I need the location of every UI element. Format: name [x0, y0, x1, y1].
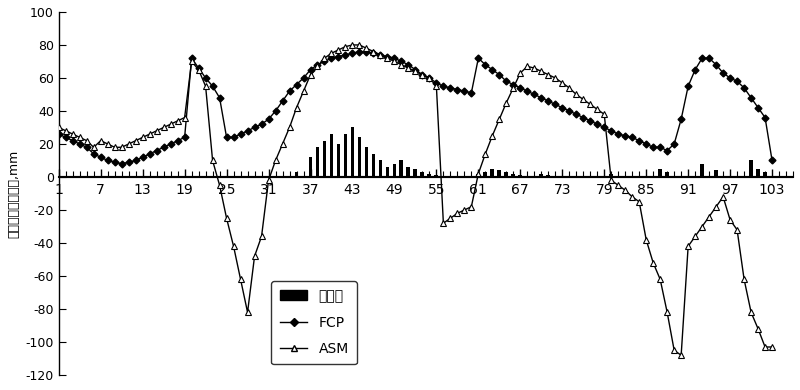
Bar	[539, 174, 543, 177]
Bar	[498, 170, 502, 177]
Bar	[309, 157, 313, 177]
Bar	[358, 137, 362, 177]
Bar	[763, 172, 767, 177]
Bar	[427, 174, 431, 177]
Bar	[658, 169, 662, 177]
ASM	[698, 224, 707, 229]
Bar	[610, 174, 613, 177]
Bar	[315, 147, 319, 177]
Bar	[666, 172, 669, 177]
Bar	[406, 167, 410, 177]
Bar	[504, 172, 508, 177]
Bar	[546, 176, 550, 177]
Bar	[511, 174, 515, 177]
ASM	[676, 353, 686, 358]
ASM	[348, 43, 358, 47]
FCP	[54, 132, 63, 136]
Bar	[294, 172, 298, 177]
ASM	[250, 254, 259, 259]
ASM	[732, 227, 742, 232]
Legend: 降雨量, FCP, ASM: 降雨量, FCP, ASM	[271, 281, 357, 365]
Bar	[756, 169, 760, 177]
Bar	[330, 134, 334, 177]
ASM	[54, 125, 63, 130]
Bar	[414, 169, 418, 177]
Bar	[378, 161, 382, 177]
Bar	[518, 176, 522, 177]
FCP	[481, 62, 490, 67]
Bar	[434, 176, 438, 177]
ASM	[718, 195, 728, 199]
FCP	[257, 122, 266, 126]
Bar	[322, 141, 326, 177]
FCP	[711, 62, 721, 67]
FCP	[698, 56, 707, 60]
ASM	[474, 171, 483, 176]
Line: FCP: FCP	[56, 49, 774, 166]
ASM	[767, 345, 777, 349]
Bar	[393, 164, 396, 177]
FCP	[117, 161, 126, 166]
Bar	[371, 154, 375, 177]
Bar	[399, 161, 403, 177]
Bar	[365, 147, 368, 177]
Bar	[700, 164, 704, 177]
Bar	[477, 174, 480, 177]
Bar	[714, 170, 718, 177]
Bar	[386, 167, 390, 177]
FCP	[767, 158, 777, 163]
ASM	[711, 204, 721, 209]
Bar	[421, 172, 424, 177]
FCP	[718, 71, 728, 75]
Y-axis label: 田面水深及降雨量,mm: 田面水深及降雨量,mm	[7, 149, 20, 238]
Bar	[749, 161, 753, 177]
FCP	[732, 79, 742, 83]
Line: ASM: ASM	[55, 41, 775, 359]
Bar	[490, 169, 494, 177]
Bar	[483, 172, 487, 177]
Bar	[350, 128, 354, 177]
FCP	[354, 49, 364, 54]
Bar	[343, 134, 347, 177]
Bar	[337, 144, 341, 177]
